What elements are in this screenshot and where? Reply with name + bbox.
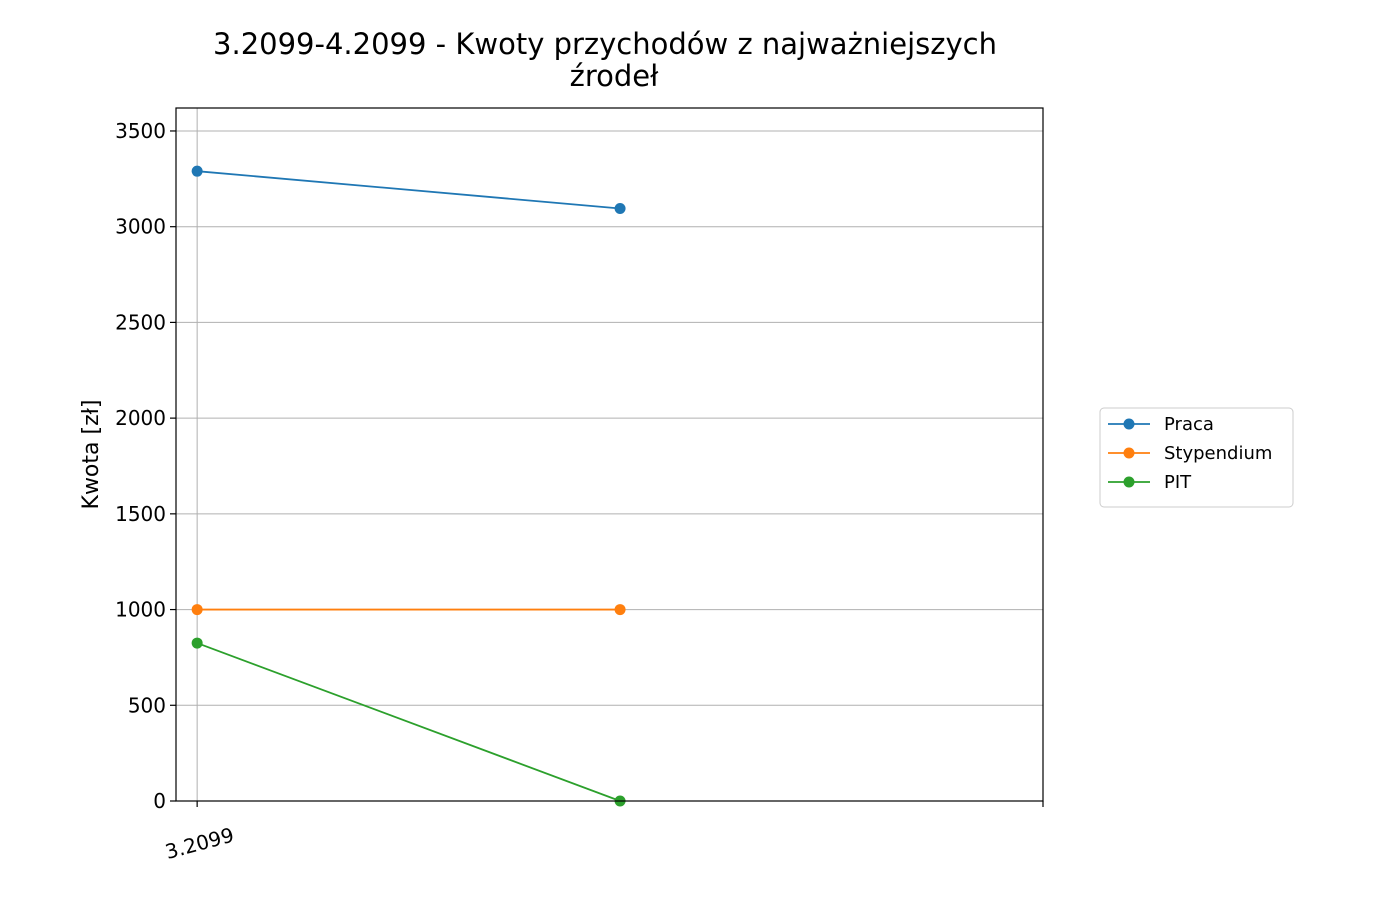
- legend-item-pit: PIT: [1108, 472, 1192, 493]
- axes: 0 500 1000 1500 2000 2500 3000 3500 3.2099: [115, 119, 1044, 864]
- legend-marker: [1123, 418, 1135, 430]
- chart-title-line-1: 3.2099-4.2099 - Kwoty przychodów z najwa…: [213, 27, 997, 61]
- legend-label: PIT: [1164, 472, 1192, 493]
- data-point: [191, 165, 203, 177]
- chart-title-line-2: źrodeł: [570, 59, 660, 93]
- y-tick-label: 500: [128, 693, 166, 717]
- plot-area-frame: [175, 107, 1044, 802]
- series-line: [196, 642, 621, 802]
- legend-item-stypendium: Stypendium: [1108, 443, 1272, 464]
- series-stypendium: [191, 604, 626, 616]
- y-tick-label: 0: [153, 789, 166, 813]
- legend: Praca Stypendium PIT: [1099, 407, 1294, 508]
- series-pit: [191, 637, 626, 807]
- chart-title: 3.2099-4.2099 - Kwoty przychodów z najwa…: [213, 27, 997, 93]
- y-tick-label: 3500: [115, 119, 166, 143]
- y-tick-label: 1000: [115, 598, 166, 622]
- legend-label: Praca: [1164, 414, 1214, 435]
- legend-label: Stypendium: [1164, 443, 1272, 464]
- y-tick-label: 2500: [115, 310, 166, 334]
- data-point: [614, 203, 626, 215]
- y-tick-label: 2000: [115, 406, 166, 430]
- x-tick-label: 3.2099: [163, 823, 237, 864]
- series-line: [197, 170, 621, 210]
- data-point: [191, 637, 203, 649]
- legend-item-praca: Praca: [1108, 414, 1214, 435]
- legend-marker: [1123, 476, 1135, 488]
- data-point: [191, 604, 203, 616]
- y-tick-label: 1500: [115, 502, 166, 526]
- y-axis-label: Kwota [zł]: [79, 400, 104, 510]
- legend-marker: [1123, 447, 1135, 459]
- y-tick-label: 3000: [115, 215, 166, 239]
- grid: [176, 108, 1043, 802]
- series-praca: [191, 165, 626, 215]
- plot-series: [191, 165, 626, 807]
- data-point: [614, 604, 626, 616]
